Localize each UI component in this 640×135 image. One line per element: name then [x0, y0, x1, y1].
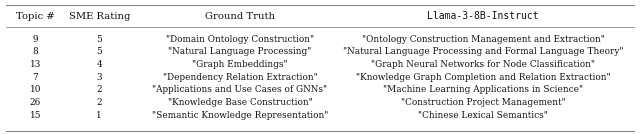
Text: 10: 10 [29, 85, 41, 94]
Text: 2: 2 [97, 85, 102, 94]
Text: "Knowledge Graph Completion and Relation Extraction": "Knowledge Graph Completion and Relation… [356, 73, 611, 82]
Text: "Knowledge Base Construction": "Knowledge Base Construction" [168, 98, 312, 107]
Text: Topic #: Topic # [16, 12, 54, 21]
Text: "Applications and Use Cases of GNNs": "Applications and Use Cases of GNNs" [152, 85, 328, 94]
Text: 4: 4 [97, 60, 102, 69]
Text: "Chinese Lexical Semantics": "Chinese Lexical Semantics" [419, 111, 548, 120]
Text: "Graph Embeddings": "Graph Embeddings" [192, 60, 288, 69]
Text: 5: 5 [97, 35, 102, 44]
Text: 13: 13 [29, 60, 41, 69]
Text: 3: 3 [97, 73, 102, 82]
Text: "Dependency Relation Extraction": "Dependency Relation Extraction" [163, 73, 317, 82]
Text: "Graph Neural Networks for Node Classification": "Graph Neural Networks for Node Classifi… [371, 60, 595, 69]
Text: "Ontology Construction Management and Extraction": "Ontology Construction Management and Ex… [362, 35, 605, 44]
Text: "Construction Project Management": "Construction Project Management" [401, 98, 566, 107]
Text: "Domain Ontology Construction": "Domain Ontology Construction" [166, 35, 314, 44]
Text: Llama-3-8B-Instruct: Llama-3-8B-Instruct [428, 11, 539, 21]
Text: SME Rating: SME Rating [68, 12, 130, 21]
Text: "Natural Language Processing and Formal Language Theory": "Natural Language Processing and Formal … [343, 47, 623, 56]
Text: Ground Truth: Ground Truth [205, 12, 275, 21]
Text: 9: 9 [33, 35, 38, 44]
Text: 5: 5 [97, 47, 102, 56]
Text: 7: 7 [33, 73, 38, 82]
Text: "Machine Learning Applications in Science": "Machine Learning Applications in Scienc… [383, 85, 583, 94]
Text: 2: 2 [97, 98, 102, 107]
Text: "Natural Language Processing": "Natural Language Processing" [168, 47, 312, 56]
Text: 8: 8 [33, 47, 38, 56]
Text: 15: 15 [29, 111, 41, 120]
Text: "Semantic Knowledge Representation": "Semantic Knowledge Representation" [152, 111, 328, 120]
Text: 26: 26 [29, 98, 41, 107]
Text: 1: 1 [97, 111, 102, 120]
